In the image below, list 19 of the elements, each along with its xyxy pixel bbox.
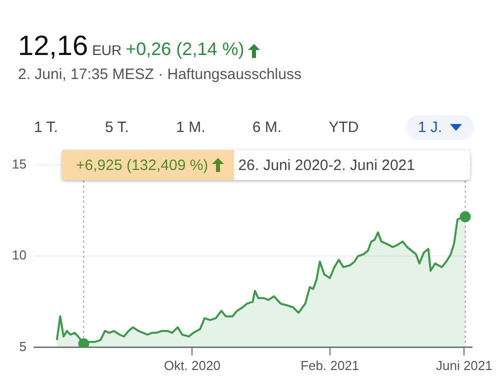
annotation: +6,925 (132,409 %) xyxy=(62,150,234,180)
annotation: 26. Juni 2020-2. Juni 2021 xyxy=(238,156,415,174)
text: 1 M. xyxy=(176,118,206,138)
x-tick-label: Juni 2021 xyxy=(436,358,492,373)
y-tick-label: 5 xyxy=(19,338,26,354)
y-tick-label: 10 xyxy=(12,248,26,263)
chart-title: 12,16 xyxy=(18,30,88,61)
text: EUR xyxy=(92,42,122,58)
range-tooltip: +6,925 (132,409 %) 26. Juni 2020-2. Juni 2021 xyxy=(62,150,470,180)
text: 1 J. xyxy=(406,115,474,140)
x-tick-label: Okt. 2020 xyxy=(164,358,220,373)
text: YTD xyxy=(328,118,359,138)
text: 2. Juni, 17:35 MESZ · Haftungsausschluss xyxy=(18,66,302,83)
x-tick-label: Feb. 2021 xyxy=(300,358,360,373)
y-tick-label: 15 xyxy=(12,156,26,172)
text: 1 T. xyxy=(34,118,58,138)
text: 6 M. xyxy=(252,118,282,138)
text: 5 T. xyxy=(105,118,129,138)
text: +0,26 (2,14 %) xyxy=(126,39,244,59)
